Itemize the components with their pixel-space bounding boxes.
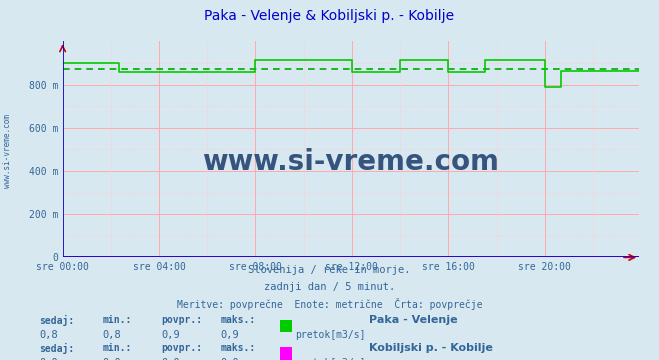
- Text: maks.:: maks.:: [221, 343, 256, 353]
- Text: povpr.:: povpr.:: [161, 343, 202, 353]
- Text: pretok[m3/s]: pretok[m3/s]: [295, 330, 366, 341]
- Text: Slovenija / reke in morje.: Slovenija / reke in morje.: [248, 265, 411, 275]
- Text: Paka - Velenje & Kobiljski p. - Kobilje: Paka - Velenje & Kobiljski p. - Kobilje: [204, 9, 455, 23]
- Text: Meritve: povprečne  Enote: metrične  Črta: povprečje: Meritve: povprečne Enote: metrične Črta:…: [177, 298, 482, 310]
- Text: 0,9: 0,9: [221, 330, 239, 341]
- Text: sedaj:: sedaj:: [40, 343, 74, 354]
- Text: 0,0: 0,0: [40, 358, 58, 360]
- Text: 0,0: 0,0: [221, 358, 239, 360]
- Text: Paka - Velenje: Paka - Velenje: [369, 315, 457, 325]
- Text: 0,8: 0,8: [40, 330, 58, 341]
- Text: www.si-vreme.com: www.si-vreme.com: [202, 148, 500, 176]
- Text: min.:: min.:: [102, 315, 132, 325]
- Text: www.si-vreme.com: www.si-vreme.com: [3, 114, 13, 188]
- Text: 0,8: 0,8: [102, 330, 121, 341]
- Text: zadnji dan / 5 minut.: zadnji dan / 5 minut.: [264, 282, 395, 292]
- Text: povpr.:: povpr.:: [161, 315, 202, 325]
- Text: 0,9: 0,9: [161, 330, 180, 341]
- Text: min.:: min.:: [102, 343, 132, 353]
- Text: sedaj:: sedaj:: [40, 315, 74, 326]
- Text: maks.:: maks.:: [221, 315, 256, 325]
- Text: pretok[m3/s]: pretok[m3/s]: [295, 358, 366, 360]
- Text: 0,0: 0,0: [161, 358, 180, 360]
- Text: Kobiljski p. - Kobilje: Kobiljski p. - Kobilje: [369, 343, 493, 353]
- Text: 0,0: 0,0: [102, 358, 121, 360]
